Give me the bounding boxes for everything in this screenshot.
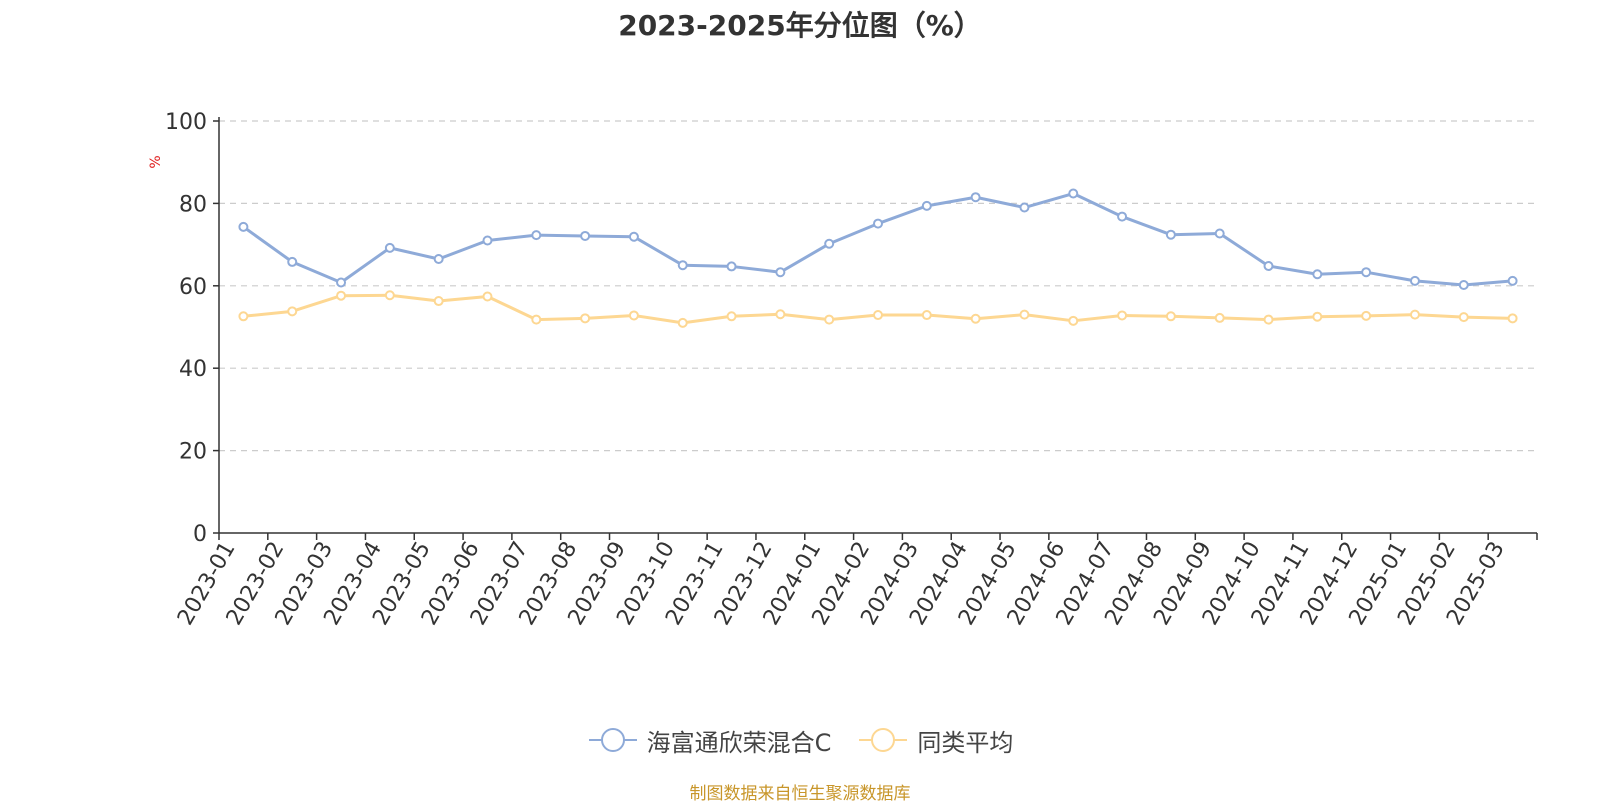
data-point — [482, 235, 493, 246]
data-point — [531, 314, 542, 325]
data-point — [677, 260, 688, 271]
legend-marker — [588, 728, 637, 752]
data-point — [1312, 269, 1323, 280]
data-point — [1263, 261, 1274, 272]
data-point — [1068, 188, 1079, 199]
data-point — [1117, 310, 1128, 321]
data-point — [628, 231, 639, 242]
data-point — [1361, 267, 1372, 278]
legend-item-1[interactable]: 海富通欣荣混合C — [587, 723, 832, 758]
data-point — [1312, 311, 1323, 322]
series-line-1 — [242, 192, 1513, 287]
legend-label: 同类平均 — [917, 728, 1014, 757]
data-point — [1263, 314, 1274, 325]
data-point — [531, 230, 542, 241]
data-point — [336, 290, 347, 301]
data-point — [238, 311, 249, 322]
legend-marker — [859, 728, 908, 752]
legend-item-2[interactable]: 同类平均 — [857, 723, 1013, 758]
data-point — [921, 310, 932, 321]
y-axis-unit: % — [148, 155, 164, 168]
legend-marker-circle — [871, 728, 896, 752]
data-point — [726, 311, 737, 322]
data-point — [287, 306, 298, 317]
y-tick-label: 0 — [193, 522, 207, 547]
data-point — [1458, 312, 1469, 323]
data-point — [1165, 311, 1176, 322]
data-point — [1068, 315, 1079, 326]
y-tick-label: 20 — [179, 440, 207, 465]
data-point — [336, 277, 347, 288]
data-point — [726, 261, 737, 272]
data-point — [482, 291, 493, 302]
data-point — [1214, 312, 1225, 323]
data-point — [433, 296, 444, 307]
legend: 海富通欣荣混合C 同类平均 — [0, 722, 1600, 758]
data-point — [580, 313, 591, 324]
data-point — [1409, 275, 1420, 286]
data-point — [1165, 229, 1176, 240]
source-note: 制图数据来自恒生聚源数据库 — [689, 784, 911, 804]
y-tick-label: 40 — [179, 357, 207, 382]
data-point — [384, 242, 395, 253]
data-point — [580, 230, 591, 241]
data-point — [873, 218, 883, 229]
data-point — [873, 310, 883, 321]
data-point — [677, 317, 688, 328]
y-tick-label: 80 — [179, 192, 207, 217]
data-point — [1507, 313, 1518, 324]
data-point — [970, 313, 981, 324]
chart-title: 2023-2025年分位图（%） — [618, 9, 982, 42]
series-lines — [238, 188, 1518, 328]
data-point — [970, 192, 981, 203]
y-tick-label: 60 — [179, 275, 207, 300]
data-point — [824, 238, 835, 249]
data-point — [1019, 202, 1030, 213]
data-point — [1214, 228, 1225, 239]
data-point — [1019, 309, 1030, 320]
data-point — [287, 256, 298, 267]
data-point — [775, 309, 786, 320]
data-point — [1458, 279, 1469, 290]
data-point — [628, 310, 639, 321]
grid-lines — [219, 120, 1537, 452]
data-point — [1361, 310, 1372, 321]
data-point — [775, 267, 786, 278]
data-point — [384, 290, 395, 301]
data-point — [1117, 211, 1128, 222]
data-point — [238, 221, 249, 232]
data-point — [433, 254, 444, 265]
legend-label: 海富通欣荣混合C — [646, 728, 832, 757]
legend-marker-circle — [600, 728, 625, 752]
data-point — [921, 200, 932, 211]
axes: 0204060801002023-012023-022023-032023-04… — [165, 110, 1538, 630]
data-point — [1507, 275, 1518, 286]
data-point — [1409, 309, 1420, 320]
y-tick-label: 100 — [165, 110, 207, 135]
data-point — [824, 314, 835, 325]
